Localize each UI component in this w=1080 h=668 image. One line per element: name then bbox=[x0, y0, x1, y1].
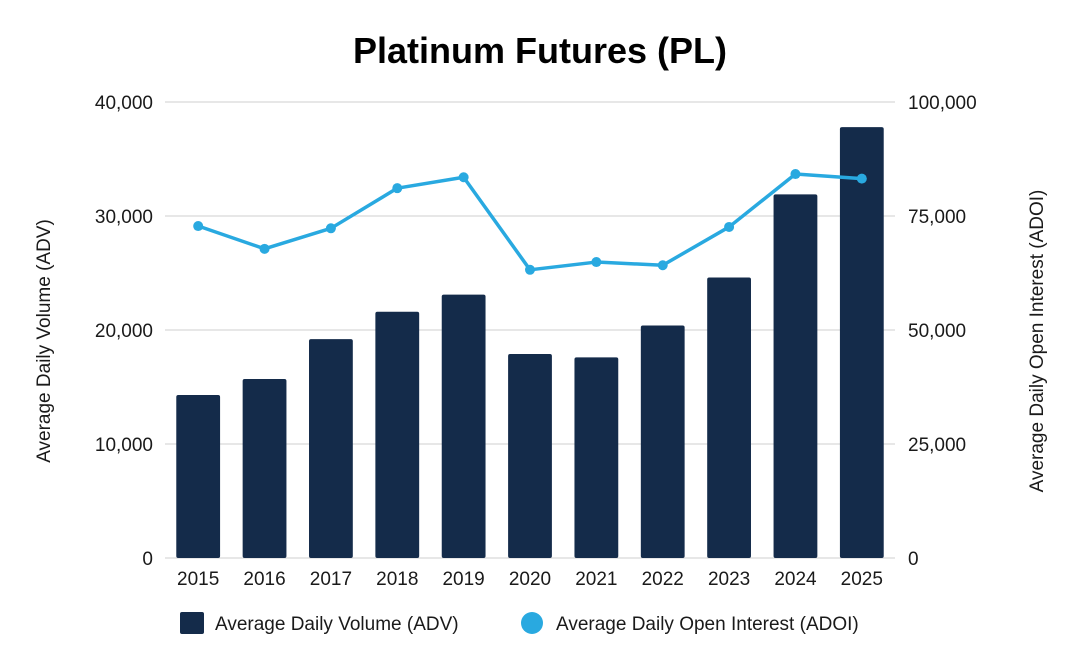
y2-tick-label: 0 bbox=[908, 549, 919, 570]
bar-2024 bbox=[773, 194, 818, 558]
bar-2017 bbox=[309, 339, 353, 558]
y2-tick-label: 25,000 bbox=[908, 435, 966, 456]
bar-2018 bbox=[375, 311, 420, 558]
y-tick-label: 40,000 bbox=[95, 93, 153, 114]
adoi-point-2019 bbox=[458, 172, 469, 183]
x-tick-label: 2022 bbox=[642, 569, 684, 590]
y-tick-label: 10,000 bbox=[95, 435, 153, 456]
x-tick-label: 2020 bbox=[509, 569, 551, 590]
adoi-point-2017 bbox=[325, 223, 336, 234]
y-tick-label: 30,000 bbox=[95, 207, 153, 228]
legend-label-adv: Average Daily Volume (ADV) bbox=[215, 614, 459, 635]
right-axis-ticks: 0 25,000 50,000 75,000 100,000 bbox=[908, 93, 977, 570]
adoi-point-2020 bbox=[525, 264, 535, 275]
adoi-point-2016 bbox=[259, 243, 270, 254]
y-tick-label: 0 bbox=[142, 549, 153, 570]
x-axis-ticks: 2015 2016 2017 2018 2019 2020 2021 2022 2023 2024… bbox=[177, 569, 883, 590]
bar-2022 bbox=[640, 325, 685, 558]
adoi-point-2015 bbox=[193, 221, 204, 232]
bar-2020 bbox=[508, 353, 552, 558]
adoi-point-2022 bbox=[657, 260, 668, 271]
bar-2019 bbox=[441, 294, 486, 558]
x-tick-label: 2018 bbox=[376, 569, 418, 590]
adoi-point-2021 bbox=[591, 257, 602, 268]
x-tick-label: 2023 bbox=[708, 569, 750, 590]
bar-2025 bbox=[839, 127, 884, 558]
bar-2015 bbox=[176, 394, 221, 558]
x-tick-label: 2021 bbox=[575, 569, 617, 590]
gridlines bbox=[165, 101, 895, 559]
y-tick-label: 20,000 bbox=[95, 321, 153, 342]
adoi-point-2023 bbox=[724, 221, 735, 232]
y2-tick-label: 75,000 bbox=[908, 207, 966, 228]
x-tick-label: 2024 bbox=[774, 569, 817, 590]
adoi-point-2025 bbox=[856, 173, 867, 184]
y-axis-label: Average Daily Volume (ADV) bbox=[34, 219, 55, 463]
bar-2016 bbox=[242, 379, 287, 558]
x-tick-label: 2025 bbox=[841, 569, 883, 590]
x-tick-label: 2016 bbox=[243, 569, 285, 590]
x-tick-label: 2015 bbox=[177, 569, 219, 590]
legend-label-adoi: Average Daily Open Interest (ADOI) bbox=[556, 614, 859, 635]
adoi-line bbox=[197, 172, 862, 272]
adoi-point-2018 bbox=[392, 183, 403, 194]
x-tick-label: 2017 bbox=[310, 569, 352, 590]
y2-tick-label: 100,000 bbox=[908, 93, 977, 114]
line-series bbox=[193, 169, 867, 275]
legend-swatch-adoi bbox=[521, 612, 543, 634]
bar-2021 bbox=[574, 357, 619, 558]
adoi-point-2024 bbox=[790, 169, 801, 180]
bar-series bbox=[176, 127, 884, 558]
y2-axis-label: Average Daily Open Interest (ADOI) bbox=[1027, 190, 1048, 493]
chart-title: Platinum Futures (PL) bbox=[353, 30, 727, 71]
left-axis-ticks: 0 10,000 20,000 30,000 40,000 bbox=[95, 93, 153, 570]
bar-2023 bbox=[707, 277, 751, 558]
y2-tick-label: 50,000 bbox=[908, 321, 966, 342]
legend-swatch-adv bbox=[180, 612, 204, 634]
x-tick-label: 2019 bbox=[442, 569, 484, 590]
legend: Average Daily Volume (ADV) Average Daily… bbox=[180, 612, 859, 635]
